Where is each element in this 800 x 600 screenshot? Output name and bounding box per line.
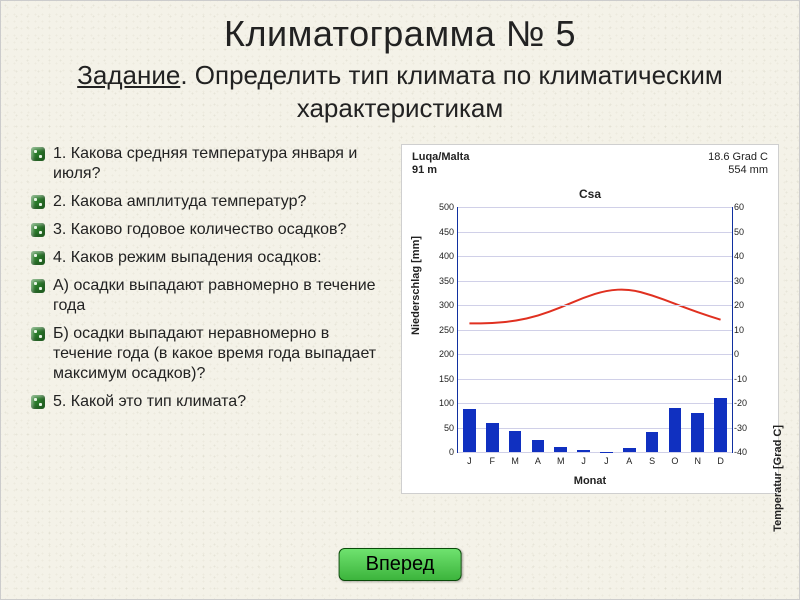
ytick-precip: 400: [430, 251, 454, 261]
climograph: Luqa/Malta91 m 18.6 Grad C554 mm Csa Nie…: [401, 144, 779, 494]
xtick: M: [511, 456, 519, 466]
forward-button[interactable]: Вперед: [339, 548, 462, 581]
ytick-temp: 30: [734, 276, 754, 286]
ytick-precip: 450: [430, 227, 454, 237]
list-item: А) осадки выпадают равномерно в течение …: [31, 276, 391, 316]
koppen-label: Csa: [402, 187, 778, 201]
question-text: А) осадки выпадают равномерно в течение …: [53, 276, 391, 316]
xtick: J: [467, 456, 472, 466]
ylabel-precip: Niederschlag [mm]: [410, 236, 422, 335]
ytick-precip: 0: [430, 447, 454, 457]
ytick-temp: 50: [734, 227, 754, 237]
ytick-precip: 100: [430, 398, 454, 408]
chart-station: Luqa/Malta91 m: [412, 151, 469, 177]
ytick-temp: -40: [734, 447, 754, 457]
bullet-icon: [31, 327, 45, 341]
xtick: M: [557, 456, 565, 466]
page-title: Климатограмма № 5: [1, 1, 799, 55]
list-item: Б) осадки выпадают неравномерно в течени…: [31, 324, 391, 384]
precip-bar: [691, 413, 704, 452]
question-text: Б) осадки выпадают неравномерно в течени…: [53, 324, 391, 384]
question-text: 4. Каков режим выпадения осадков:: [53, 248, 322, 268]
ytick-temp: -20: [734, 398, 754, 408]
ytick-precip: 500: [430, 202, 454, 212]
question-text: 3. Каково годовое количество осадков?: [53, 220, 346, 240]
xtick: O: [671, 456, 678, 466]
question-text: 1. Какова средняя температура января и и…: [53, 144, 391, 184]
list-item: 3. Каково годовое количество осадков?: [31, 220, 391, 240]
precip-bar: [554, 447, 567, 452]
chart-stats: 18.6 Grad C554 mm: [708, 151, 768, 177]
xtick: A: [535, 456, 541, 466]
precip-bar: [669, 408, 682, 452]
plot-area: 050100150200250300350400450500-40-30-20-…: [457, 207, 733, 453]
xtick: D: [717, 456, 724, 466]
precip-bar: [532, 440, 545, 452]
precip-bar: [486, 423, 499, 452]
question-text: 2. Какова амплитуда температур?: [53, 192, 306, 212]
ytick-precip: 300: [430, 300, 454, 310]
ytick-precip: 150: [430, 374, 454, 384]
xtick: N: [695, 456, 702, 466]
xtick: J: [581, 456, 586, 466]
list-item: 5. Какой это тип климата?: [31, 392, 391, 412]
xtick: A: [626, 456, 632, 466]
questions-list: 1. Какова средняя температура января и и…: [31, 144, 391, 494]
ytick-precip: 250: [430, 325, 454, 335]
precip-bar: [509, 431, 522, 452]
subtitle-rest: . Определить тип климата по климатически…: [180, 60, 723, 123]
xtick: J: [604, 456, 609, 466]
list-item: 2. Какова амплитуда температур?: [31, 192, 391, 212]
question-text: 5. Какой это тип климата?: [53, 392, 246, 412]
bullet-icon: [31, 251, 45, 265]
xtick: S: [649, 456, 655, 466]
bullet-icon: [31, 279, 45, 293]
precip-bar: [646, 432, 659, 452]
ytick-temp: 40: [734, 251, 754, 261]
task-subtitle: Задание. Определить тип климата по клима…: [1, 55, 799, 134]
ytick-precip: 350: [430, 276, 454, 286]
xlabel: Monat: [402, 475, 778, 487]
subtitle-prefix: Задание: [77, 60, 180, 90]
ytick-precip: 200: [430, 349, 454, 359]
precip-bar: [577, 450, 590, 452]
ytick-temp: 10: [734, 325, 754, 335]
content-row: 1. Какова средняя температура января и и…: [1, 134, 799, 494]
ytick-precip: 50: [430, 423, 454, 433]
bullet-icon: [31, 195, 45, 209]
bullet-icon: [31, 147, 45, 161]
ytick-temp: 0: [734, 349, 754, 359]
list-item: 1. Какова средняя температура января и и…: [31, 144, 391, 184]
precip-bar: [623, 448, 636, 452]
ytick-temp: -30: [734, 423, 754, 433]
precip-bar: [714, 398, 727, 452]
ytick-temp: 20: [734, 300, 754, 310]
ytick-temp: -10: [734, 374, 754, 384]
bullet-icon: [31, 395, 45, 409]
bullet-icon: [31, 223, 45, 237]
precip-bar: [463, 409, 476, 452]
ytick-temp: 60: [734, 202, 754, 212]
list-item: 4. Каков режим выпадения осадков:: [31, 248, 391, 268]
xtick: F: [490, 456, 496, 466]
